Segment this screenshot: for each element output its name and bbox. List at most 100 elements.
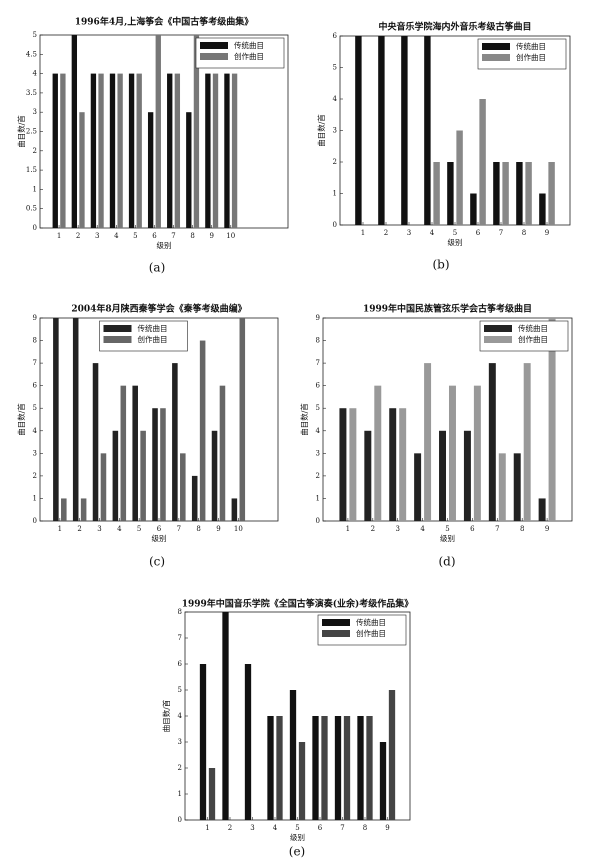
bar	[379, 742, 387, 820]
legend-label: 创作曲目	[518, 334, 548, 344]
x-tick-label: 6	[476, 229, 481, 237]
x-tick-label: 2	[76, 232, 80, 240]
y-tick-label: 4	[178, 712, 183, 720]
y-tick-label: 1	[33, 185, 37, 193]
y-tick-label: 3	[33, 449, 37, 457]
bar	[267, 716, 274, 820]
bar	[378, 36, 385, 225]
bar	[448, 385, 456, 521]
bar	[120, 385, 127, 521]
y-tick-label: 1	[333, 190, 337, 198]
bar	[239, 318, 246, 521]
bar	[502, 162, 509, 225]
y-tick-label: 8	[178, 608, 182, 616]
y-tick-label: 4	[33, 427, 38, 435]
bar	[447, 162, 454, 225]
caption: (a)	[149, 261, 166, 275]
bar	[516, 162, 523, 225]
y-tick-label: 0.5	[26, 205, 37, 213]
x-tick-label: 4	[420, 525, 425, 533]
bar	[463, 430, 471, 521]
y-axis-label: 曲目数/首	[299, 403, 309, 436]
x-tick-label: 2	[384, 229, 388, 237]
bar	[424, 363, 432, 521]
y-tick-label: 0	[33, 224, 37, 232]
bar	[473, 385, 481, 521]
bar	[191, 475, 198, 521]
y-tick-label: 3	[333, 127, 337, 135]
chart-title: 2004年8月陕西秦筝学会《秦筝考级曲编》	[71, 303, 246, 315]
y-axis-label: 曲目数/首	[16, 403, 26, 436]
x-tick-label: 5	[137, 525, 141, 533]
x-tick-label: 1	[58, 525, 62, 533]
bar	[90, 73, 97, 228]
legend-swatch	[322, 619, 350, 626]
x-tick-label: 7	[499, 229, 503, 237]
x-tick-label: 8	[522, 229, 526, 237]
x-tick-label: 4	[430, 229, 435, 237]
x-axis-label: 级别	[440, 533, 455, 543]
y-tick-label: 4.5	[26, 50, 37, 58]
x-tick-label: 2	[77, 525, 81, 533]
y-tick-label: 1	[316, 494, 320, 502]
y-tick-label: 2	[33, 147, 37, 155]
bar	[155, 35, 161, 228]
bar	[339, 408, 347, 521]
x-axis-label: 级别	[157, 240, 172, 250]
x-tick-label: 6	[318, 824, 323, 832]
x-tick-label: 9	[216, 525, 220, 533]
bar	[366, 716, 373, 820]
bar	[231, 73, 238, 228]
x-tick-label: 10	[234, 525, 243, 533]
legend-label: 创作曲目	[234, 51, 264, 61]
x-tick-label: 9	[545, 229, 549, 237]
bar	[244, 664, 252, 820]
x-tick-label: 5	[453, 229, 457, 237]
legend-swatch	[482, 54, 510, 61]
bar	[160, 408, 166, 521]
bar	[61, 498, 67, 521]
bar	[117, 73, 123, 228]
bar	[92, 363, 99, 521]
x-tick-label: 2	[228, 824, 232, 832]
x-axis-label: 级别	[152, 533, 167, 543]
y-tick-label: 7	[178, 634, 182, 642]
bar	[60, 73, 66, 228]
bar	[321, 716, 328, 820]
y-tick-label: 5	[316, 404, 320, 412]
y-tick-label: 3	[178, 738, 182, 746]
bar	[424, 36, 431, 225]
bar	[414, 453, 422, 521]
y-tick-label: 9	[316, 314, 320, 322]
x-tick-label: 4	[114, 232, 119, 240]
x-axis-label: 级别	[290, 832, 305, 842]
x-axis-label: 级别	[448, 237, 463, 247]
legend-label: 创作曲目	[138, 334, 168, 344]
bar	[52, 73, 58, 228]
bar	[523, 363, 531, 521]
legend-label: 创作曲目	[516, 52, 546, 62]
caption: (d)	[438, 555, 455, 569]
y-tick-label: 3.5	[26, 89, 37, 97]
legend-swatch	[103, 336, 132, 343]
bar	[152, 408, 158, 521]
bar	[479, 99, 486, 225]
bar	[231, 498, 238, 521]
bar	[289, 690, 297, 820]
bar	[224, 73, 230, 228]
bar	[364, 430, 372, 521]
bar	[389, 408, 397, 521]
bar	[355, 36, 362, 225]
y-tick-label: 6	[33, 382, 38, 390]
x-tick-label: 3	[407, 229, 411, 237]
x-tick-label: 9	[209, 232, 213, 240]
bar	[53, 318, 59, 521]
bar	[493, 162, 500, 225]
y-tick-label: 4	[333, 95, 338, 103]
bar	[538, 498, 546, 521]
bar	[186, 112, 192, 228]
y-tick-label: 2	[316, 472, 320, 480]
y-tick-label: 2	[33, 472, 37, 480]
bar	[298, 742, 306, 820]
y-tick-label: 0	[316, 517, 320, 525]
